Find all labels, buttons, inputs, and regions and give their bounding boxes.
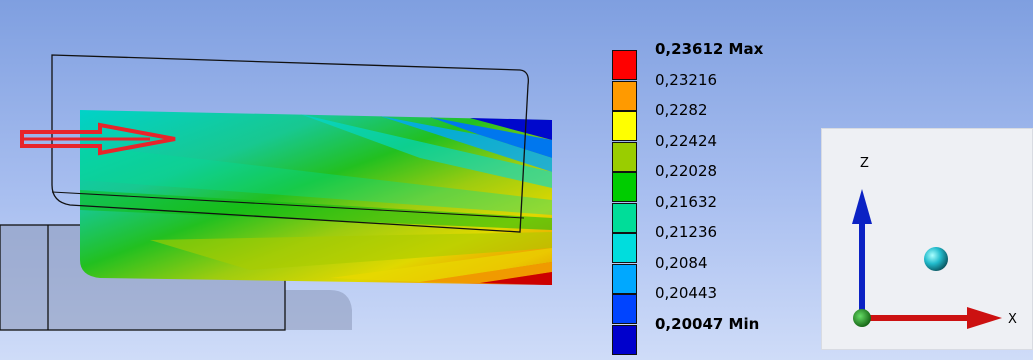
legend-color-swatch [612, 50, 637, 80]
legend-value-label: 0,21632 [655, 192, 718, 211]
legend-value-label: 0,20047 Min [655, 314, 760, 333]
z-axis: Z [852, 156, 872, 319]
model-view[interactable] [0, 0, 820, 360]
legend-value-label: 0,22424 [655, 131, 718, 150]
axis-triad[interactable]: Z X [822, 129, 1033, 351]
legend-value-label: 0,21236 [655, 223, 718, 241]
legend-color-swatch [612, 324, 637, 355]
legend-color-swatch [612, 202, 637, 233]
undeformed-outline [51, 54, 529, 233]
origin-icon [853, 309, 871, 327]
legend-color-swatch [612, 172, 637, 202]
legend-value-label: 0,20443 [655, 284, 718, 302]
legend-value-label: 0,2084 [655, 253, 708, 272]
legend-color-swatch [612, 294, 637, 324]
legend-value-label: 0,23216 [655, 70, 718, 89]
legend-color-swatch [612, 233, 637, 263]
z-axis-label: Z [860, 156, 869, 171]
isometric-view-ball-icon[interactable] [924, 247, 948, 271]
x-axis-label: X [1008, 312, 1017, 327]
contour-legend[interactable]: 0,23612 Max 0,23216 0,2282 0,22424 0,22028 0,… [612, 40, 812, 355]
load-arrow[interactable] [20, 122, 176, 156]
legend-value-label: 0,22028 [655, 162, 718, 180]
legend-color-swatch [612, 80, 637, 111]
x-axis: X [862, 307, 1017, 329]
legend-value-label: 0,23612 Max [655, 40, 764, 58]
legend-value-label: 0,2282 [655, 101, 708, 119]
legend-color-swatch [612, 263, 637, 294]
triad-panel[interactable]: Z X [821, 128, 1033, 350]
legend-color-swatch [612, 111, 637, 141]
outline-edge [51, 191, 525, 219]
legend-color-swatch [612, 141, 637, 172]
